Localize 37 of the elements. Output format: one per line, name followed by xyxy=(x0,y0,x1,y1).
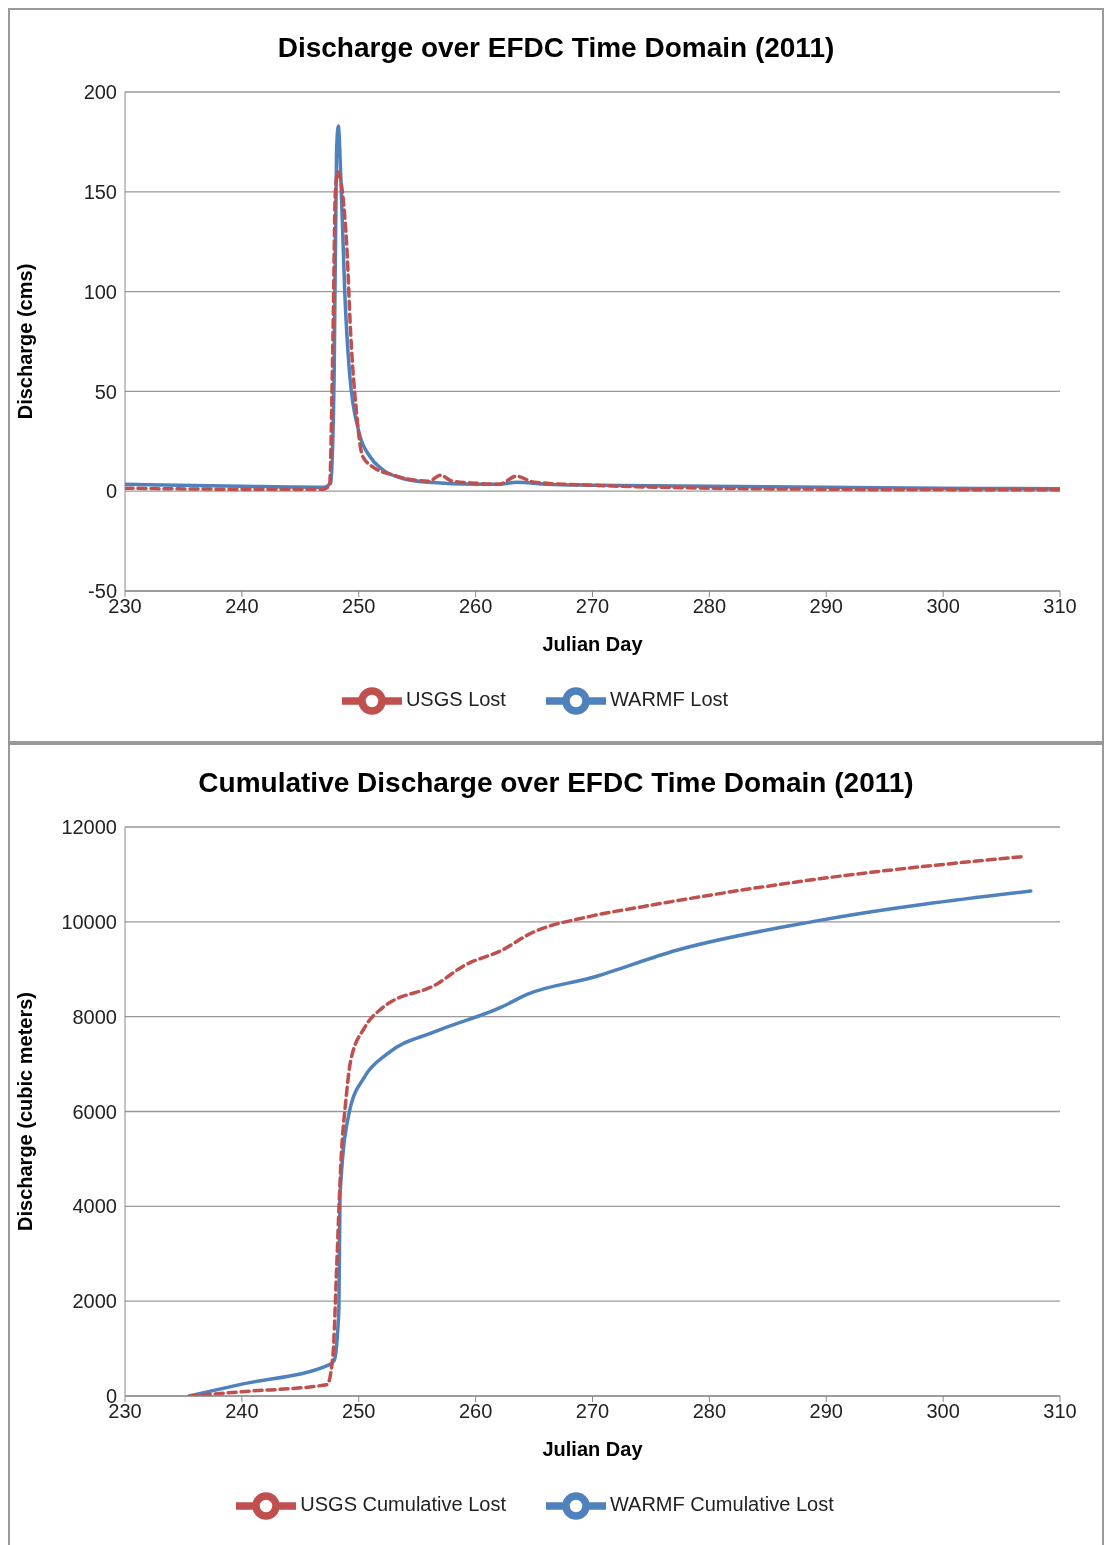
x-tick-label: 300 xyxy=(926,1400,960,1423)
x-axis-title: Julian Day xyxy=(542,633,644,655)
y-tick-label: 50 xyxy=(94,380,117,403)
chart-title: Discharge over EFDC Time Domain (2011) xyxy=(276,31,836,65)
y-tick-label: 8000 xyxy=(72,1005,117,1028)
x-tick-label: 310 xyxy=(1043,1400,1077,1423)
x-tick-label: 310 xyxy=(1043,595,1077,618)
legend-label: USGS Cumulative Lost xyxy=(300,1493,506,1516)
chart-title: Cumulative Discharge over EFDC Time Domain (2011) xyxy=(197,766,915,800)
y-tick-label: 12000 xyxy=(61,816,117,839)
x-tick-label: 290 xyxy=(809,595,843,618)
x-tick-label: 280 xyxy=(692,595,727,618)
y-tick-label: 4000 xyxy=(72,1195,117,1218)
x-tick-label: 260 xyxy=(458,595,493,618)
x-tick-label: 280 xyxy=(692,1400,727,1423)
x-tick-label: 250 xyxy=(342,595,376,618)
x-tick-label: 270 xyxy=(575,595,610,618)
x-tick-label: 240 xyxy=(225,595,259,618)
x-tick-label: 240 xyxy=(225,1400,259,1423)
x-axis-title: Julian Day xyxy=(542,1438,644,1460)
x-tick-label: 260 xyxy=(458,1400,493,1423)
y-tick-label: 100 xyxy=(83,280,117,303)
x-tick-label: 300 xyxy=(926,595,960,618)
y-tick-label: 150 xyxy=(83,180,117,203)
y-tick-label: 2000 xyxy=(72,1290,117,1313)
y-axis-title: Discharge (cms) xyxy=(14,263,37,420)
y-tick-label: 6000 xyxy=(72,1100,117,1123)
y-tick-label: 0 xyxy=(105,480,117,503)
legend-label: WARMF Cumulative Lost xyxy=(609,1493,834,1516)
x-tick-label: 290 xyxy=(809,1400,843,1423)
y-axis-title: Discharge (cubic meters) xyxy=(14,992,37,1231)
x-tick-label: 250 xyxy=(342,1400,376,1423)
legend-label: USGS Lost xyxy=(405,688,506,711)
legend-label: WARMF Lost xyxy=(609,688,729,711)
x-tick-label: 270 xyxy=(575,1400,610,1423)
y-tick-label: 200 xyxy=(83,81,117,104)
y-tick-label: 10000 xyxy=(61,910,117,933)
